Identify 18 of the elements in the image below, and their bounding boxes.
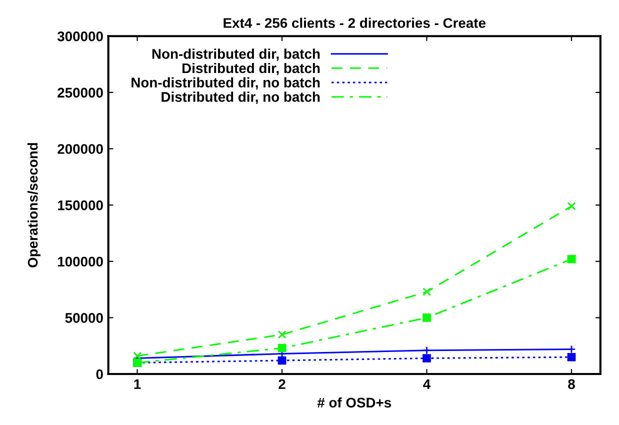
y-tick-label: 0 [96,369,103,380]
y-tick-label: 200000 [58,144,103,154]
legend-label: Distributed dir, batch [182,62,320,76]
x-tick-label: 2 [278,379,286,389]
chart-title: Ext4 - 256 clients - 2 directories - Create [224,18,486,28]
legend-label: Non-distributed dir, batch [152,48,320,61]
legend-label: Non-distributed dir, no batch [132,77,320,90]
y-tick-label: 100000 [58,256,103,267]
x-tick-label: 8 [568,379,575,390]
legend-label: Distributed dir, no batch [162,92,320,104]
y-tick-label: 250000 [58,88,103,98]
x-axis-title: # of OSD+s [317,397,392,408]
y-tick-label: 300000 [57,31,103,42]
x-tick-label: 1 [134,379,141,389]
y-tick-label: 50000 [65,313,103,323]
y-axis-title: Operations/second [28,143,40,268]
y-tick-label: 150000 [58,200,103,210]
x-tick-label: 4 [423,379,431,389]
